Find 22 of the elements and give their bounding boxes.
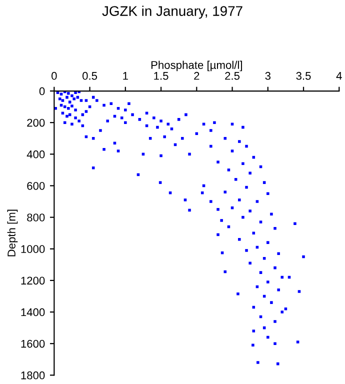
chart-title: JGZK in January, 1977 [102, 6, 242, 19]
y-tick-label: 0 [39, 87, 45, 96]
x-tick-label: 3 [265, 72, 270, 80]
x-tick-label: 2 [194, 72, 200, 80]
y-axis-title: Depth [m] [7, 210, 18, 256]
y-tick-label: 1800 [21, 371, 45, 380]
x-tick-label: 3.5 [296, 72, 311, 80]
x-tick-label: 1 [123, 72, 128, 80]
x-axis-title: Phosphate [µmol/l] [151, 60, 242, 72]
y-tick-label: 800 [27, 214, 45, 222]
y-tick-label: 1200 [21, 276, 45, 285]
x-tick-label: 1.5 [154, 72, 168, 80]
x-tick-label: 2.5 [225, 72, 240, 80]
x-tick-label: 0 [52, 72, 57, 80]
y-tick-label: 400 [26, 150, 45, 158]
y-tick-label: 200 [27, 118, 45, 127]
y-tick-label: 600 [27, 182, 45, 190]
y-tick-label: 1600 [21, 340, 45, 348]
x-tick-label: 0.5 [82, 72, 98, 80]
y-tick-label: 1000 [21, 245, 45, 254]
y-tick-label: 1400 [21, 308, 45, 316]
x-tick-label: 4 [336, 72, 342, 80]
